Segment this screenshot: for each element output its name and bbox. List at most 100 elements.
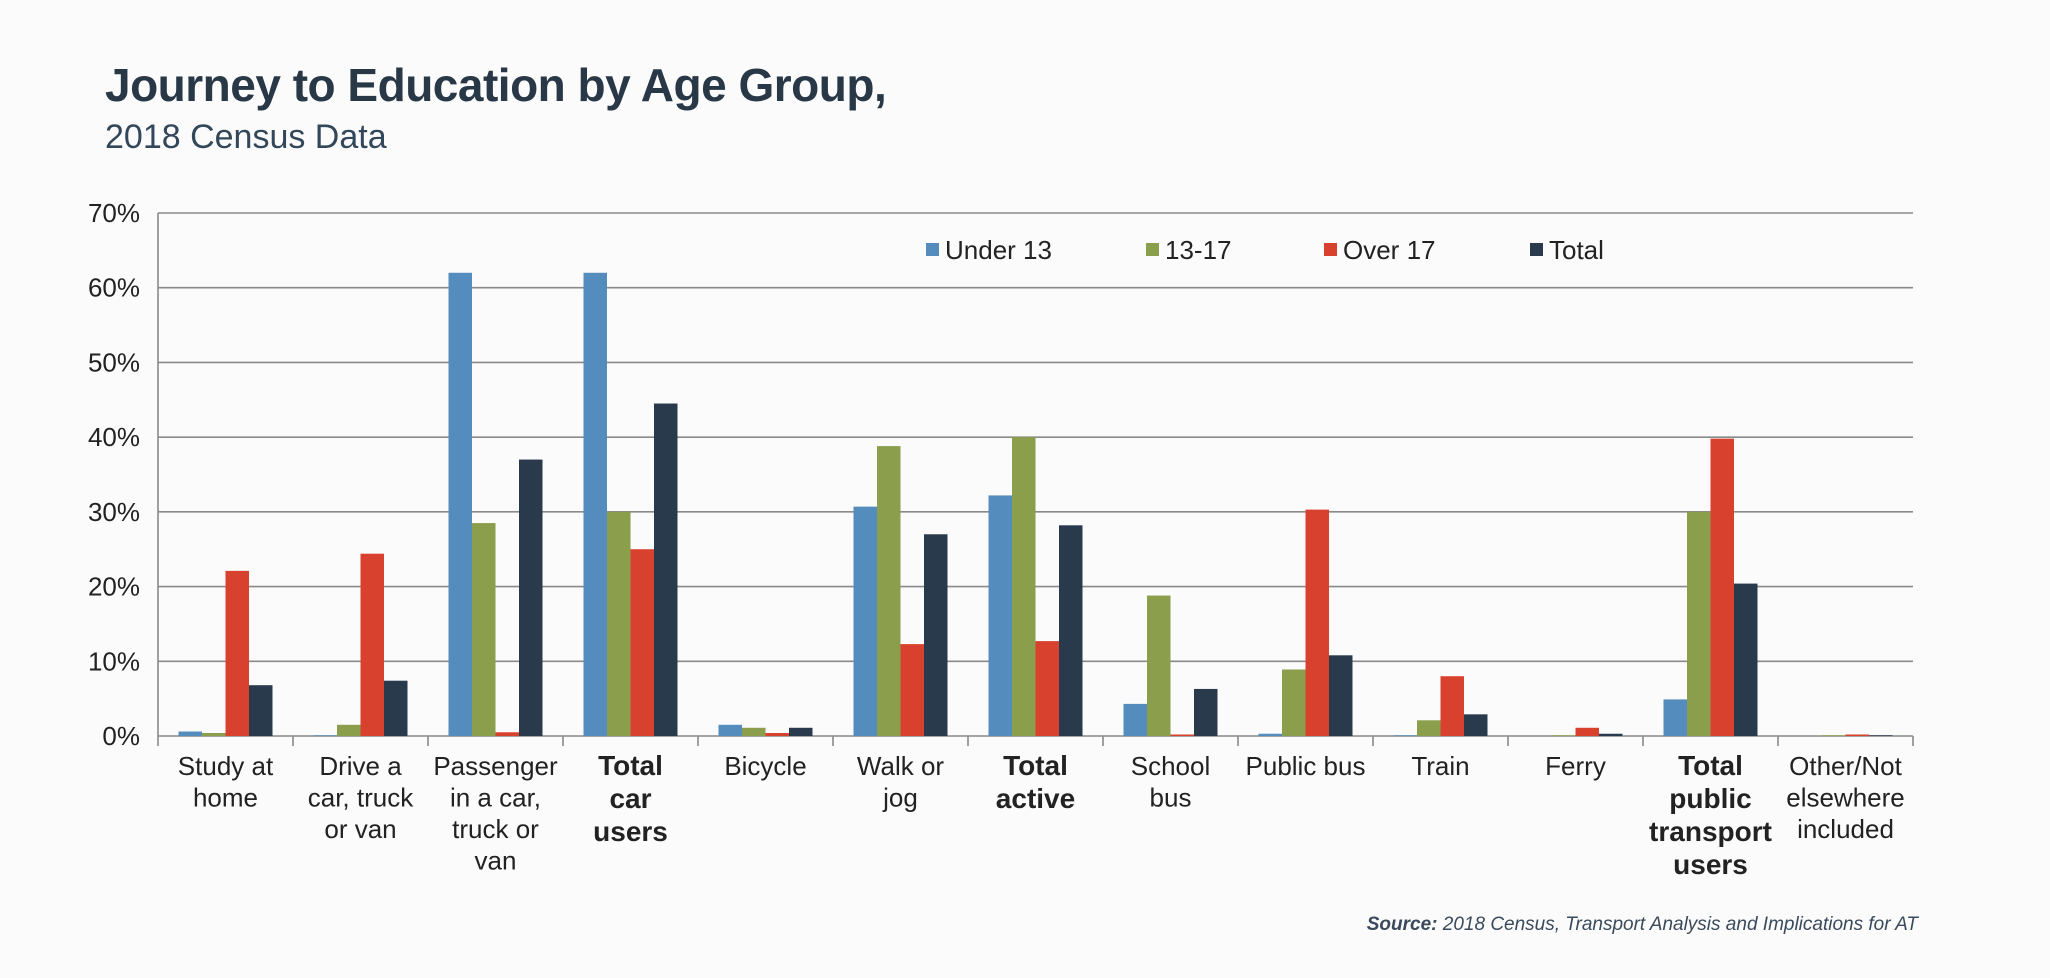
bar-total	[1734, 583, 1758, 736]
bar-under-13	[853, 506, 877, 736]
x-category-label: car, truck	[308, 783, 414, 813]
bar-under-13	[178, 731, 202, 736]
legend-swatch	[1530, 243, 1543, 256]
x-category-label: jog	[882, 783, 918, 813]
bar-13-17	[742, 727, 766, 736]
y-tick-label: 70%	[88, 198, 140, 228]
bar-total	[789, 727, 813, 736]
bar-over-17	[1035, 641, 1059, 736]
bar-over-17	[1845, 734, 1869, 736]
bar-over-17	[1575, 727, 1599, 736]
bar-total	[924, 534, 948, 736]
bar-over-17	[1170, 734, 1194, 736]
bar-total	[1599, 733, 1623, 736]
x-category-label: Bicycle	[724, 751, 806, 781]
y-tick-label: 0%	[102, 721, 140, 751]
bar-under-13	[988, 495, 1012, 736]
x-category-label: Passenger	[433, 751, 558, 781]
bar-13-17	[1417, 720, 1441, 736]
legend-swatch	[1146, 243, 1159, 256]
x-category-label: included	[1797, 814, 1894, 844]
y-tick-label: 10%	[88, 646, 140, 676]
bar-13-17	[1012, 437, 1036, 736]
page-subtitle: 2018 Census Data	[105, 118, 387, 156]
bar-under-13	[1123, 703, 1147, 736]
bar-13-17	[607, 511, 631, 736]
y-tick-label: 50%	[88, 347, 140, 377]
y-tick-label: 30%	[88, 497, 140, 527]
x-category-label: truck or	[452, 814, 539, 844]
x-category-label: Walk or	[857, 751, 944, 781]
y-tick-label: 60%	[88, 273, 140, 303]
bar-total	[1194, 688, 1218, 736]
bar-total	[249, 685, 273, 736]
bar-total	[654, 403, 678, 736]
bar-13-17	[1687, 511, 1711, 736]
x-category-label: transport	[1649, 816, 1772, 847]
legend-label: Under 13	[945, 235, 1052, 265]
x-category-label: Public bus	[1246, 751, 1366, 781]
bar-13-17	[472, 523, 496, 736]
x-category-label: car	[609, 783, 651, 814]
y-tick-label: 20%	[88, 572, 140, 602]
x-category-label: Total	[1678, 750, 1743, 781]
x-category-label: Train	[1411, 751, 1469, 781]
x-category-label: School	[1131, 751, 1211, 781]
legend-label: Over 17	[1343, 235, 1436, 265]
x-category-label: Total	[1003, 750, 1068, 781]
x-category-label: van	[475, 846, 517, 876]
source-note: Source: 2018 Census, Transport Analysis …	[1367, 914, 1918, 936]
source-label: Source:	[1366, 914, 1438, 935]
bar-over-17	[495, 732, 519, 736]
legend-swatch	[926, 243, 939, 256]
bar-over-17	[765, 733, 789, 736]
bar-13-17	[1552, 735, 1576, 736]
bar-under-13	[1393, 735, 1417, 736]
source-text: 2018 Census, Transport Analysis and Impl…	[1442, 914, 1918, 935]
bar-13-17	[1147, 595, 1171, 736]
bar-over-17	[225, 570, 249, 736]
bar-over-17	[630, 549, 654, 736]
bar-13-17	[202, 733, 226, 736]
bar-over-17	[900, 644, 924, 736]
bar-over-17	[1710, 438, 1734, 736]
bar-total	[1329, 655, 1353, 736]
legend-label: Total	[1549, 235, 1604, 265]
legend-label: 13-17	[1165, 235, 1232, 265]
x-category-label: Study at	[178, 751, 274, 781]
bar-under-13	[448, 272, 472, 736]
x-category-label: bus	[1150, 783, 1192, 813]
bar-total	[1869, 735, 1893, 736]
bar-under-13	[1663, 699, 1687, 736]
bar-13-17	[337, 724, 361, 736]
x-category-label: public	[1669, 783, 1751, 814]
bar-over-17	[1440, 676, 1464, 736]
bar-over-17	[1305, 509, 1329, 736]
bar-under-13	[1258, 733, 1282, 736]
bar-under-13	[313, 735, 337, 736]
bar-13-17	[1822, 735, 1846, 736]
x-category-label: users	[593, 816, 668, 847]
page-title: Journey to Education by Age Group,	[105, 59, 887, 111]
bar-13-17	[1282, 669, 1306, 736]
bar-under-13	[583, 272, 607, 736]
bar-total	[1059, 525, 1083, 736]
bar-under-13	[718, 724, 742, 736]
x-category-label: users	[1673, 849, 1748, 880]
x-category-label: Drive a	[319, 751, 402, 781]
x-category-label: in a car,	[450, 783, 541, 813]
x-category-label: Total	[598, 750, 663, 781]
bar-over-17	[360, 553, 384, 736]
x-category-label: Ferry	[1545, 751, 1606, 781]
y-tick-label: 40%	[88, 422, 140, 452]
x-category-label: or van	[324, 814, 396, 844]
x-category-label: active	[996, 783, 1075, 814]
x-category-label: elsewhere	[1786, 783, 1905, 813]
x-category-label: home	[193, 783, 258, 813]
bar-total	[384, 680, 408, 736]
bar-13-17	[877, 446, 901, 736]
bar-total	[1464, 714, 1488, 736]
x-category-label: Other/Not	[1789, 751, 1902, 781]
legend-swatch	[1324, 243, 1337, 256]
